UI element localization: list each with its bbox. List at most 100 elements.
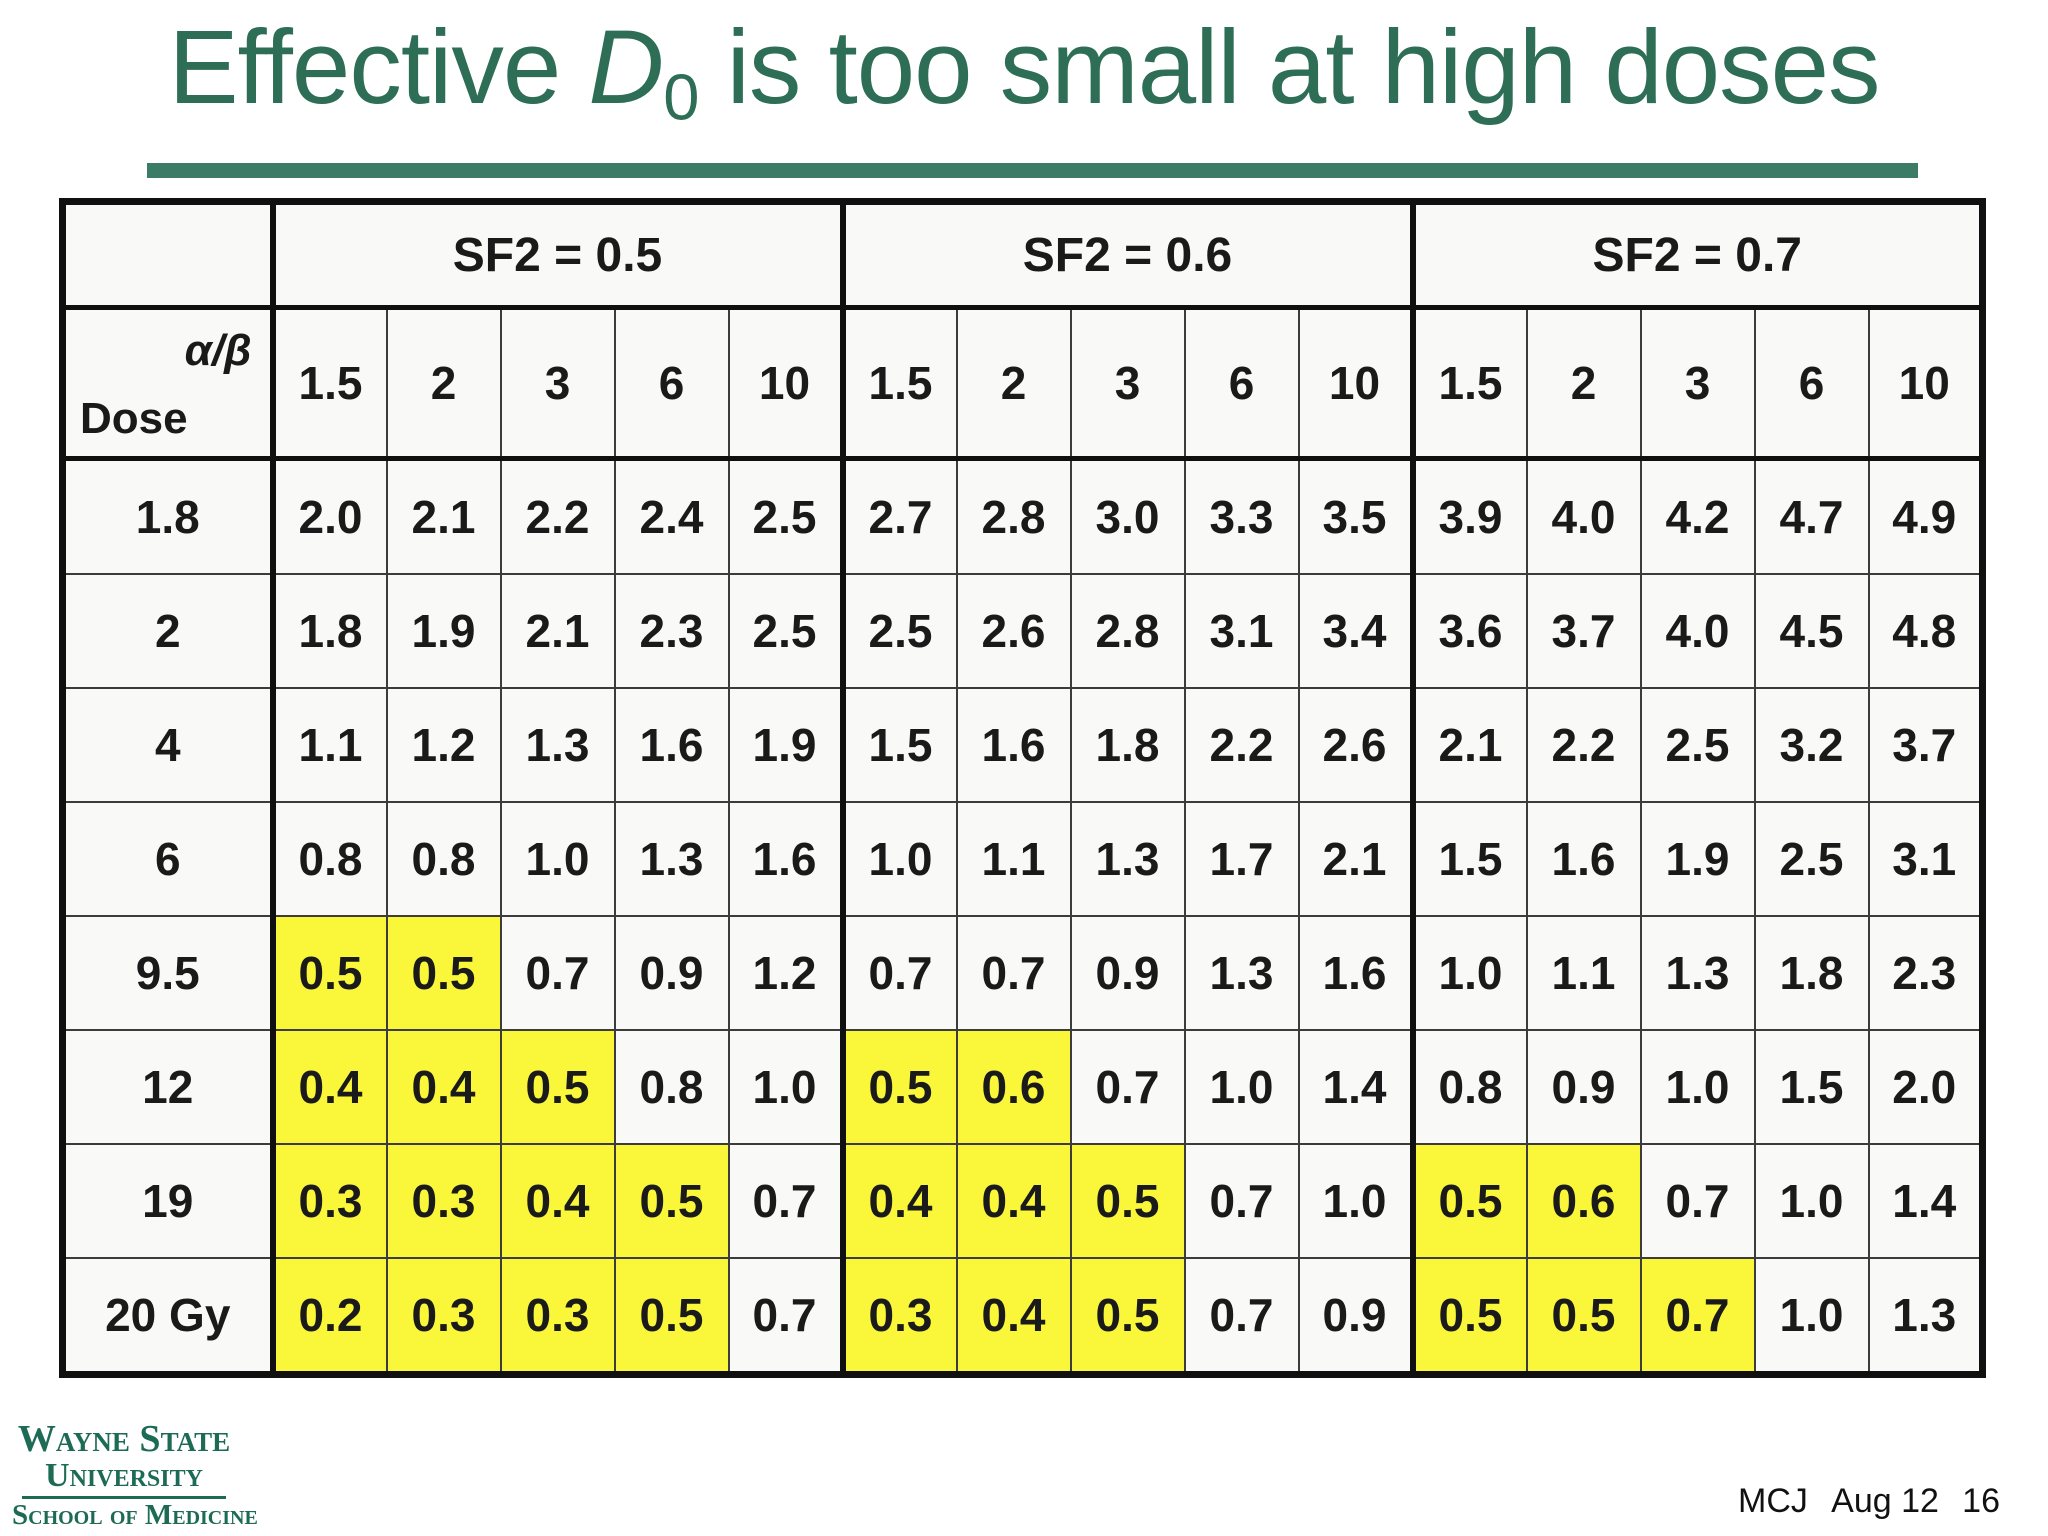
value-cell: 3.7 xyxy=(1867,687,1984,803)
value-cell: 2.2 xyxy=(1183,687,1300,803)
table-row: 6 0.8 0.8 1.0 1.3 1.6 1.0 1.1 1.3 1.7 2.1 1.5 1.6 1.9… xyxy=(61,801,1984,917)
alpha-beta-col-header: 6 xyxy=(613,306,730,461)
value-cell: 1.8 xyxy=(1753,915,1870,1031)
value-cell: 0.3 xyxy=(269,1143,388,1259)
value-cell: 2.1 xyxy=(1297,801,1414,917)
dose-row-header: 4 xyxy=(61,687,274,803)
value-cell: 3.7 xyxy=(1525,573,1642,689)
value-cell: 0.5 xyxy=(613,1257,730,1376)
value-cell: 2.3 xyxy=(1867,915,1984,1031)
value-cell: 0.5 xyxy=(1069,1143,1186,1259)
value-cell: 0.7 xyxy=(839,915,958,1031)
alpha-beta-col-header: 3 xyxy=(499,306,616,461)
alpha-beta-header-row: α/β Dose 1.5 2 3 6 10 1.5 2 3 6 10 1.5 2 3 6 10 xyxy=(61,306,1984,461)
value-cell: 1.9 xyxy=(727,687,844,803)
table-row: 9.5 0.5 0.5 0.7 0.9 1.2 0.7 0.7 0.9 1.3 1.6 1.0 1.1 1… xyxy=(61,915,1984,1031)
alpha-beta-col-header: 3 xyxy=(1069,306,1186,461)
value-cell: 4.7 xyxy=(1753,457,1870,575)
value-cell: 4.8 xyxy=(1867,573,1984,689)
value-cell: 1.8 xyxy=(1069,687,1186,803)
title-text-end: is too small at high doses xyxy=(698,9,1881,126)
value-cell: 1.0 xyxy=(839,801,958,917)
value-cell: 2.0 xyxy=(269,457,388,575)
group-header-sf2-0-5: SF2 = 0.5 xyxy=(269,200,844,310)
alpha-beta-col-header: 2 xyxy=(385,306,502,461)
value-cell: 0.8 xyxy=(269,801,388,917)
value-cell: 4.0 xyxy=(1639,573,1756,689)
table-row: 1.8 2.0 2.1 2.2 2.4 2.5 2.7 2.8 3.0 3.3 3.5 3.9 4.0 4… xyxy=(61,457,1984,575)
value-cell: 0.4 xyxy=(839,1143,958,1259)
value-cell: 2.5 xyxy=(1753,801,1870,917)
value-cell: 0.7 xyxy=(1069,1029,1186,1145)
value-cell: 2.5 xyxy=(727,457,844,575)
value-cell: 1.1 xyxy=(955,801,1072,917)
alpha-beta-col-header: 10 xyxy=(1867,306,1984,461)
value-cell: 0.4 xyxy=(955,1257,1072,1376)
dose-row-header: 19 xyxy=(61,1143,274,1259)
dose-row-header: 1.8 xyxy=(61,457,274,575)
dose-row-header: 20 Gy xyxy=(61,1257,274,1376)
value-cell: 0.7 xyxy=(727,1257,844,1376)
value-cell: 0.7 xyxy=(1183,1143,1300,1259)
value-cell: 0.8 xyxy=(385,801,502,917)
logo-line-university: University xyxy=(45,1456,203,1494)
value-cell: 0.7 xyxy=(955,915,1072,1031)
value-cell: 2.7 xyxy=(839,457,958,575)
alpha-beta-col-header: 10 xyxy=(727,306,844,461)
alpha-beta-col-header: 3 xyxy=(1639,306,1756,461)
table-row: 2 1.8 1.9 2.1 2.3 2.5 2.5 2.6 2.8 3.1 3.4 3.6 3.7 4.0… xyxy=(61,573,1984,689)
value-cell: 0.5 xyxy=(1525,1257,1642,1376)
title-underline xyxy=(147,163,1918,178)
title-d-subscript: 0 xyxy=(663,60,699,134)
value-cell: 1.6 xyxy=(613,687,730,803)
dose-row-header: 6 xyxy=(61,801,274,917)
value-cell: 1.3 xyxy=(1183,915,1300,1031)
value-cell: 0.8 xyxy=(1409,1029,1528,1145)
value-cell: 2.6 xyxy=(955,573,1072,689)
value-cell: 1.4 xyxy=(1297,1029,1414,1145)
value-cell: 1.8 xyxy=(269,573,388,689)
value-cell: 3.1 xyxy=(1867,801,1984,917)
value-cell: 2.8 xyxy=(955,457,1072,575)
value-cell: 1.9 xyxy=(1639,801,1756,917)
value-cell: 3.5 xyxy=(1297,457,1414,575)
value-cell: 0.5 xyxy=(385,915,502,1031)
table-row: 19 0.3 0.3 0.4 0.5 0.7 0.4 0.4 0.5 0.7 1.0 0.5 0.6 0.… xyxy=(61,1143,1984,1259)
alpha-beta-col-header: 2 xyxy=(955,306,1072,461)
table-row: 20 Gy 0.2 0.3 0.3 0.5 0.7 0.3 0.4 0.5 0.7 0.9 0.5 0.… xyxy=(61,1257,1984,1376)
value-cell: 0.3 xyxy=(385,1257,502,1376)
dose-row-header: 2 xyxy=(61,573,274,689)
value-cell: 2.2 xyxy=(1525,687,1642,803)
value-cell: 0.5 xyxy=(1409,1257,1528,1376)
value-cell: 0.9 xyxy=(1069,915,1186,1031)
alpha-beta-col-header: 2 xyxy=(1525,306,1642,461)
group-header-sf2-0-7: SF2 = 0.7 xyxy=(1409,200,1984,310)
value-cell: 1.6 xyxy=(1297,915,1414,1031)
alpha-beta-col-header: 1.5 xyxy=(269,306,388,461)
value-cell: 1.6 xyxy=(955,687,1072,803)
value-cell: 0.9 xyxy=(1297,1257,1414,1376)
value-cell: 1.3 xyxy=(499,687,616,803)
value-cell: 1.3 xyxy=(1639,915,1756,1031)
value-cell: 0.2 xyxy=(269,1257,388,1376)
slide-footer: MCJ Aug 12 16 xyxy=(1738,1482,2000,1521)
value-cell: 0.8 xyxy=(613,1029,730,1145)
value-cell: 1.0 xyxy=(1183,1029,1300,1145)
value-cell: 1.1 xyxy=(269,687,388,803)
value-cell: 0.5 xyxy=(1069,1257,1186,1376)
value-cell: 0.7 xyxy=(499,915,616,1031)
value-cell: 2.1 xyxy=(385,457,502,575)
value-cell: 1.0 xyxy=(499,801,616,917)
value-cell: 2.1 xyxy=(499,573,616,689)
value-cell: 1.4 xyxy=(1867,1143,1984,1259)
value-cell: 0.5 xyxy=(499,1029,616,1145)
alpha-beta-col-header: 1.5 xyxy=(839,306,958,461)
value-cell: 1.7 xyxy=(1183,801,1300,917)
dose-row-header: 12 xyxy=(61,1029,274,1145)
footer-page-number: 16 xyxy=(1962,1482,2000,1520)
alpha-beta-col-header: 6 xyxy=(1753,306,1870,461)
alpha-beta-label: α/β xyxy=(184,326,252,375)
dose-alphabeta-corner-cell: α/β Dose xyxy=(61,306,274,461)
value-cell: 0.5 xyxy=(613,1143,730,1259)
wayne-state-logo: Wayne State University School of Medicin… xyxy=(12,1420,258,1531)
